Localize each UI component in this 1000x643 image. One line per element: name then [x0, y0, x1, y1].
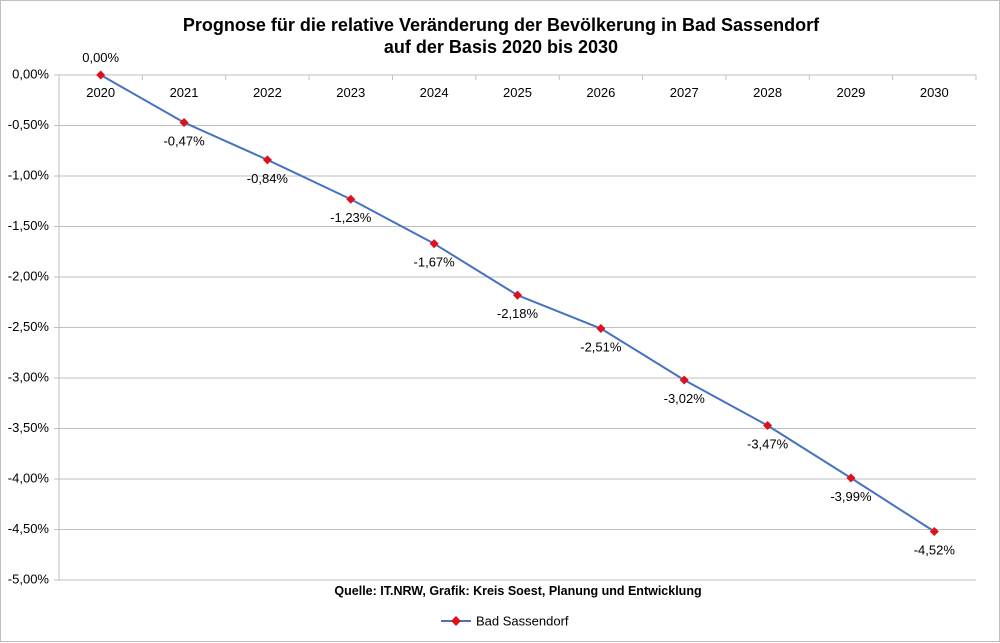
y-tick-label: -4,50%: [8, 521, 50, 536]
data-point-marker: [512, 290, 523, 300]
data-label: -3,47%: [747, 436, 789, 451]
x-tick-label: 2025: [503, 85, 532, 100]
x-tick-label: 2027: [670, 85, 699, 100]
x-tick-label: 2022: [253, 85, 282, 100]
x-tick-label: 2030: [920, 85, 949, 100]
series-bad-sassendorf: [96, 70, 939, 537]
y-axis-ticks: 0,00% -0,50% -1,00% -1,50% -2,00% -2,50% -3,00…: [8, 66, 50, 586]
y-tick-label: -4,00%: [8, 470, 50, 485]
data-point-marker: [763, 420, 773, 430]
data-label: -2,51%: [580, 340, 622, 355]
x-tick-label: 2029: [836, 85, 865, 100]
legend: Bad Sassendorf: [441, 613, 569, 628]
y-tick-label: -3,50%: [8, 420, 50, 435]
data-point-marker: [679, 375, 689, 385]
data-point-marker: [846, 473, 856, 483]
legend-marker-icon: [451, 616, 461, 626]
data-point-marker: [429, 239, 439, 249]
data-label: -0,47%: [163, 133, 205, 148]
x-tick-label: 2023: [336, 85, 365, 100]
series-line: [100, 74, 935, 533]
source-note: Quelle: IT.NRW, Grafik: Kreis Soest, Pla…: [334, 584, 701, 598]
y-tick-label: -2,00%: [8, 268, 50, 283]
x-tick-label: 2020: [86, 85, 115, 100]
y-tick-label: 0,00%: [12, 66, 49, 81]
data-label: -1,67%: [414, 255, 456, 270]
data-point-marker: [262, 155, 272, 165]
data-label: -2,18%: [497, 306, 539, 321]
data-point-marker: [596, 323, 606, 334]
x-tick-label: 2021: [170, 85, 199, 100]
y-tick-label: -3,00%: [8, 369, 50, 384]
data-point-marker: [346, 194, 356, 204]
data-label: -0,84%: [247, 171, 289, 186]
y-tick-label: -1,00%: [8, 167, 50, 182]
chart-title: Prognose für die relative Veränderung de…: [183, 15, 820, 35]
data-label: -3,99%: [830, 489, 872, 504]
data-label: -3,02%: [664, 391, 706, 406]
gridlines: [54, 74, 977, 581]
data-label: -1,23%: [330, 210, 372, 225]
y-tick-label: -2,50%: [8, 319, 50, 334]
data-label: -4,52%: [914, 543, 956, 558]
x-tick-label: 2024: [420, 85, 449, 100]
y-tick-label: -0,50%: [8, 117, 50, 132]
x-tick-label: 2028: [753, 85, 782, 100]
x-axis-ticks: 2020 2021 2022 2023 2024 2025 2026 2027 2028 2029…: [86, 85, 949, 100]
data-point-marker: [929, 526, 939, 537]
data-point-marker: [96, 70, 106, 80]
y-tick-label: -1,50%: [8, 218, 50, 233]
legend-label: Bad Sassendorf: [476, 613, 569, 628]
x-tick-label: 2026: [586, 85, 615, 100]
data-point-marker: [179, 117, 189, 127]
data-label: 0,00%: [82, 50, 119, 65]
chart-subtitle: auf der Basis 2020 bis 2030: [384, 37, 618, 57]
y-tick-label: -5,00%: [8, 571, 50, 586]
data-labels: 0,00% -0,47% -0,84% -1,23% -1,67% -2,18% -2,51…: [82, 50, 955, 558]
